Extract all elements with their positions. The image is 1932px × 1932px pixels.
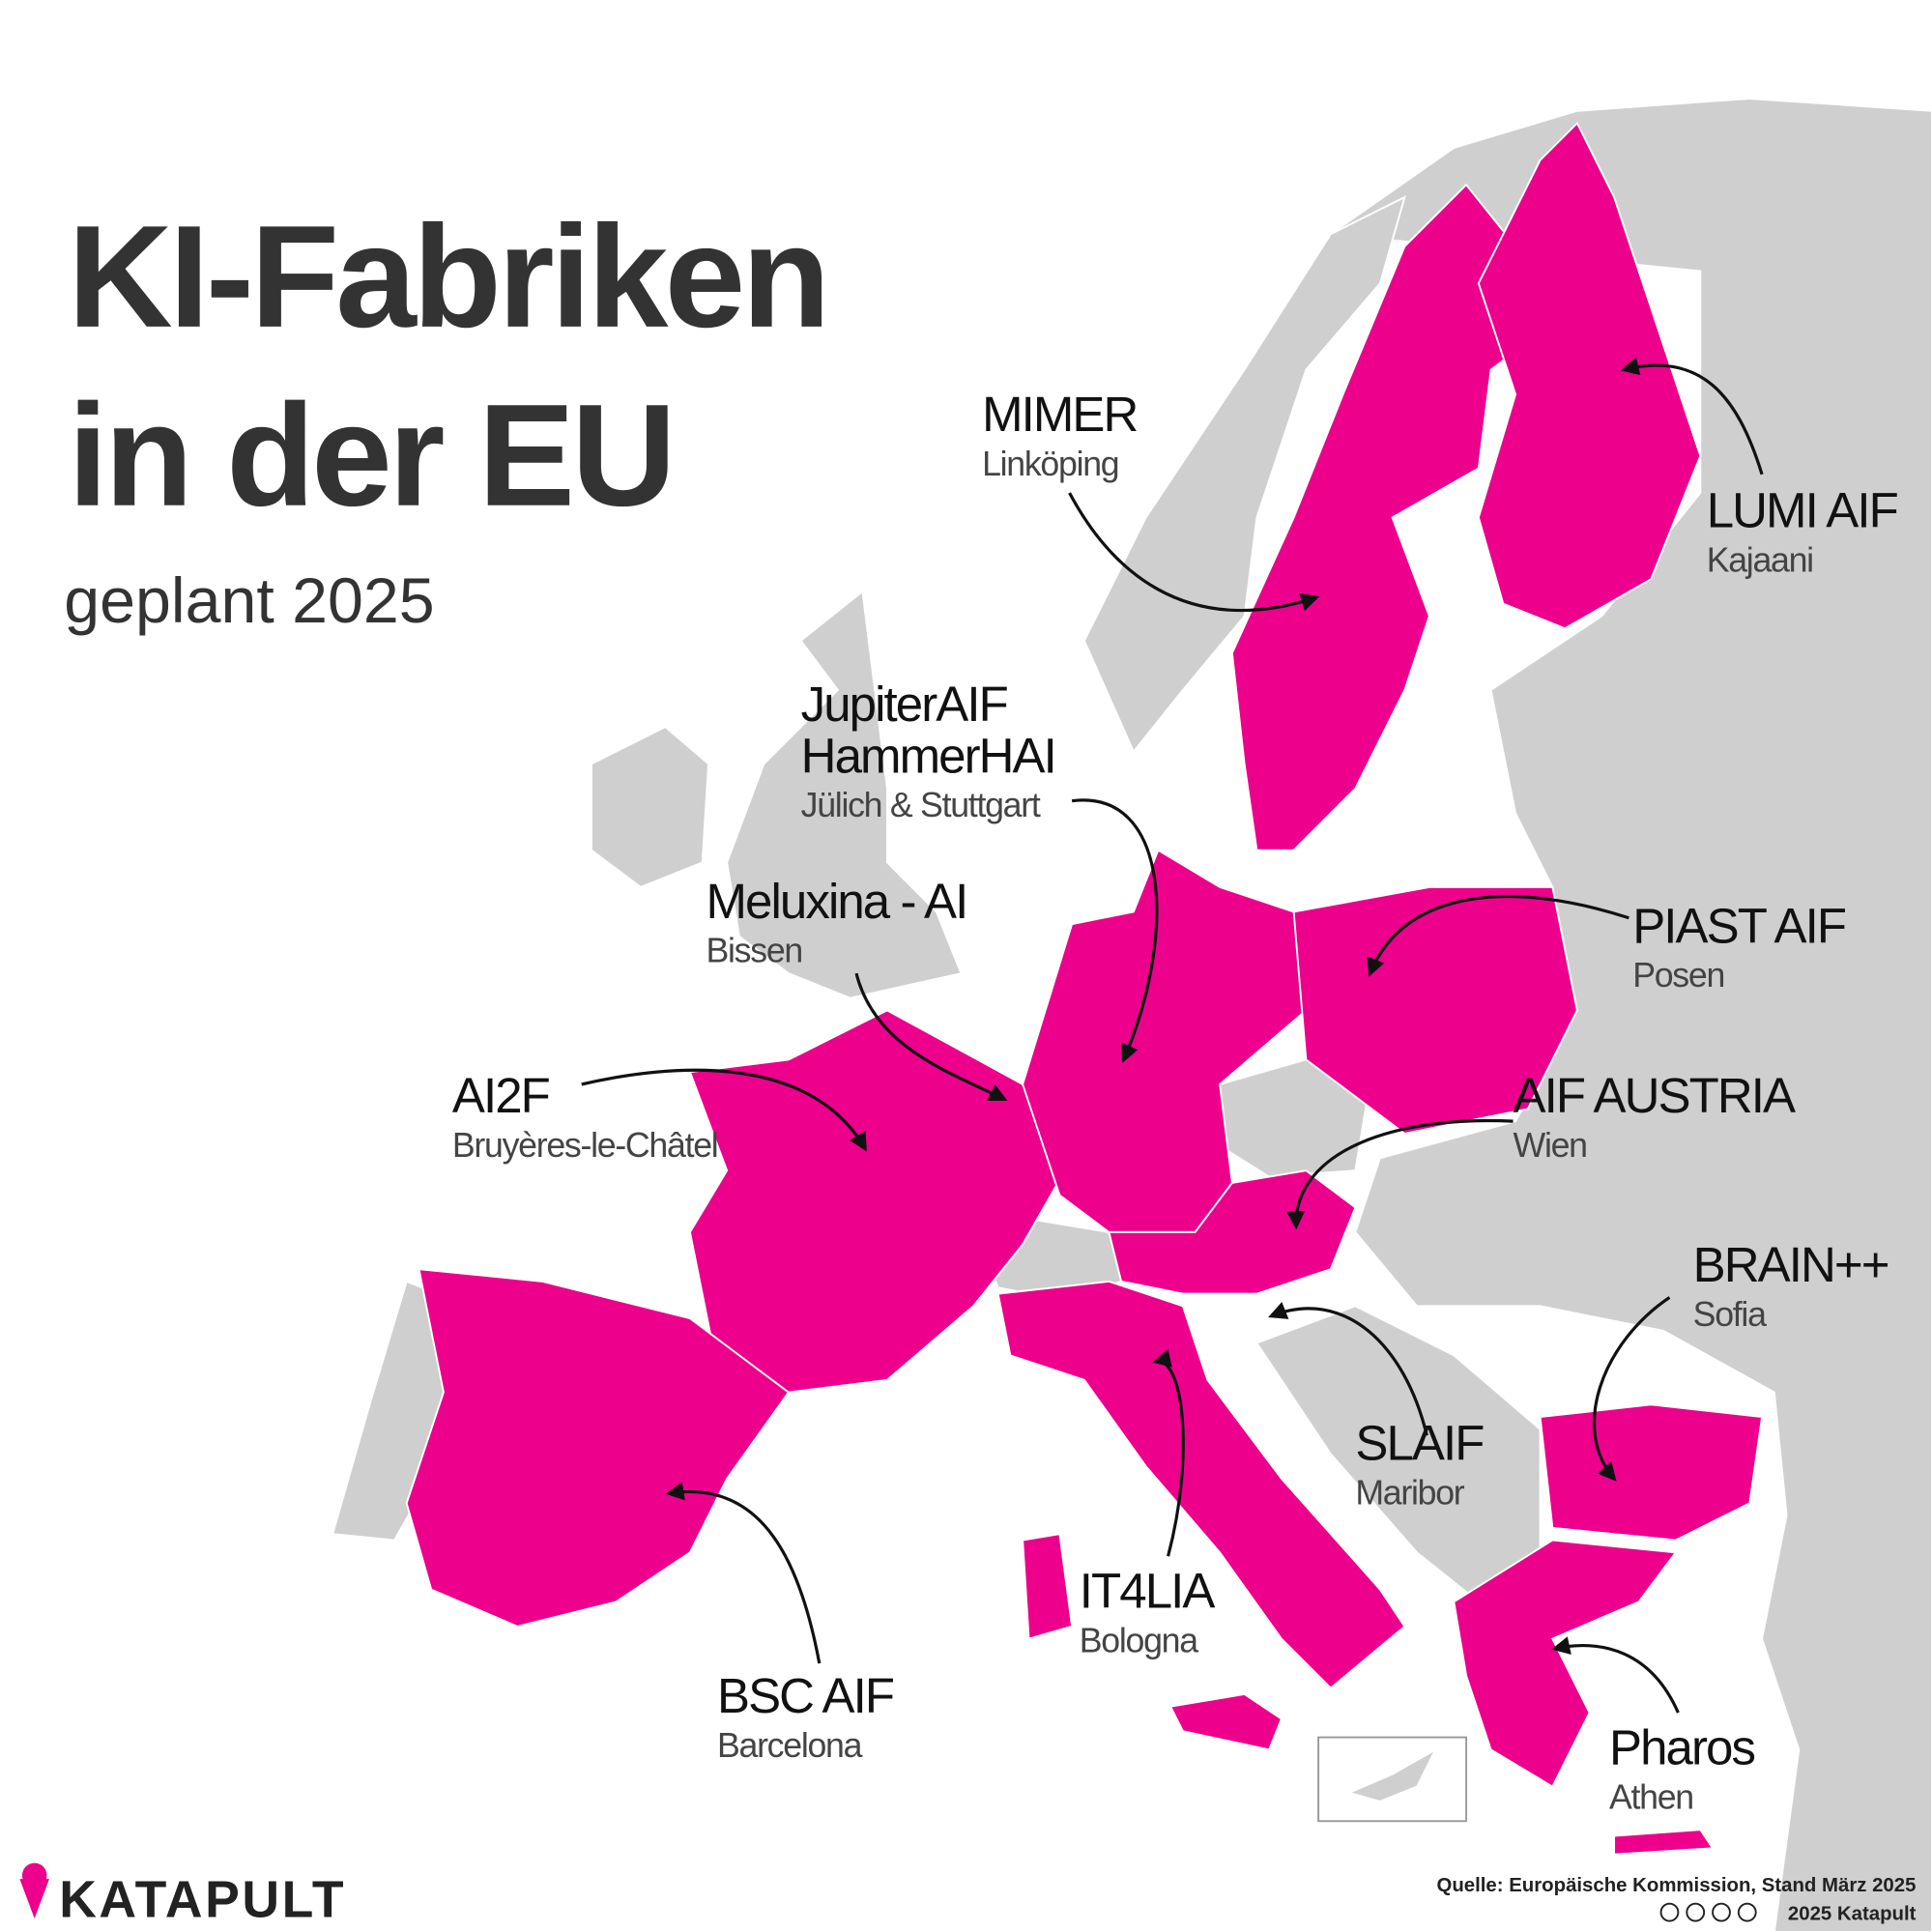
label-city: Maribor <box>1355 1474 1464 1513</box>
land <box>331 98 1932 1932</box>
license-icons <box>1659 1902 1757 1922</box>
label-name: AI2F <box>452 1068 550 1123</box>
label-name: MIMER <box>982 387 1137 442</box>
arrows <box>581 357 1764 1714</box>
label-city: Linköping <box>982 445 1118 483</box>
title: KI-Fabriken <box>68 195 826 358</box>
label-name: AIF AUSTRIA <box>1514 1068 1797 1123</box>
label-name: SLAIF <box>1355 1416 1484 1471</box>
label-name: Pharos <box>1609 1720 1754 1775</box>
label-city: Wien <box>1514 1126 1587 1165</box>
label-city: Sofia <box>1693 1295 1767 1334</box>
label-city: Kajaani <box>1707 541 1813 580</box>
label-city: Bruyères-le-Châtel <box>452 1126 718 1165</box>
label-city: Posen <box>1632 956 1724 995</box>
label-name: PIAST AIF <box>1632 898 1846 953</box>
subtitle: geplant 2025 <box>64 565 434 637</box>
label-name: Meluxina - AI <box>706 874 967 929</box>
label-name: JupiterAIF <box>801 677 1008 732</box>
label-city: Jülich & Stuttgart <box>801 786 1041 824</box>
label-city: Bologna <box>1080 1622 1198 1660</box>
label-name: HammerHAI <box>801 728 1055 783</box>
label-city: Barcelona <box>717 1726 863 1765</box>
copyright: 2025 Katapult <box>1788 1903 1917 1924</box>
title: in der EU <box>68 374 673 536</box>
logo: KATAPULT <box>59 1872 346 1929</box>
label-city: Bissen <box>706 932 802 970</box>
source: Quelle: Europäische Kommission, Stand Mä… <box>1436 1875 1916 1896</box>
logo-icon <box>19 1862 49 1918</box>
label-name: BRAIN++ <box>1693 1237 1889 1292</box>
label-name: BSC AIF <box>717 1668 894 1723</box>
label-name: IT4LIA <box>1080 1564 1216 1619</box>
label-city: Athen <box>1609 1778 1693 1817</box>
label-name: LUMI AIF <box>1707 483 1898 538</box>
